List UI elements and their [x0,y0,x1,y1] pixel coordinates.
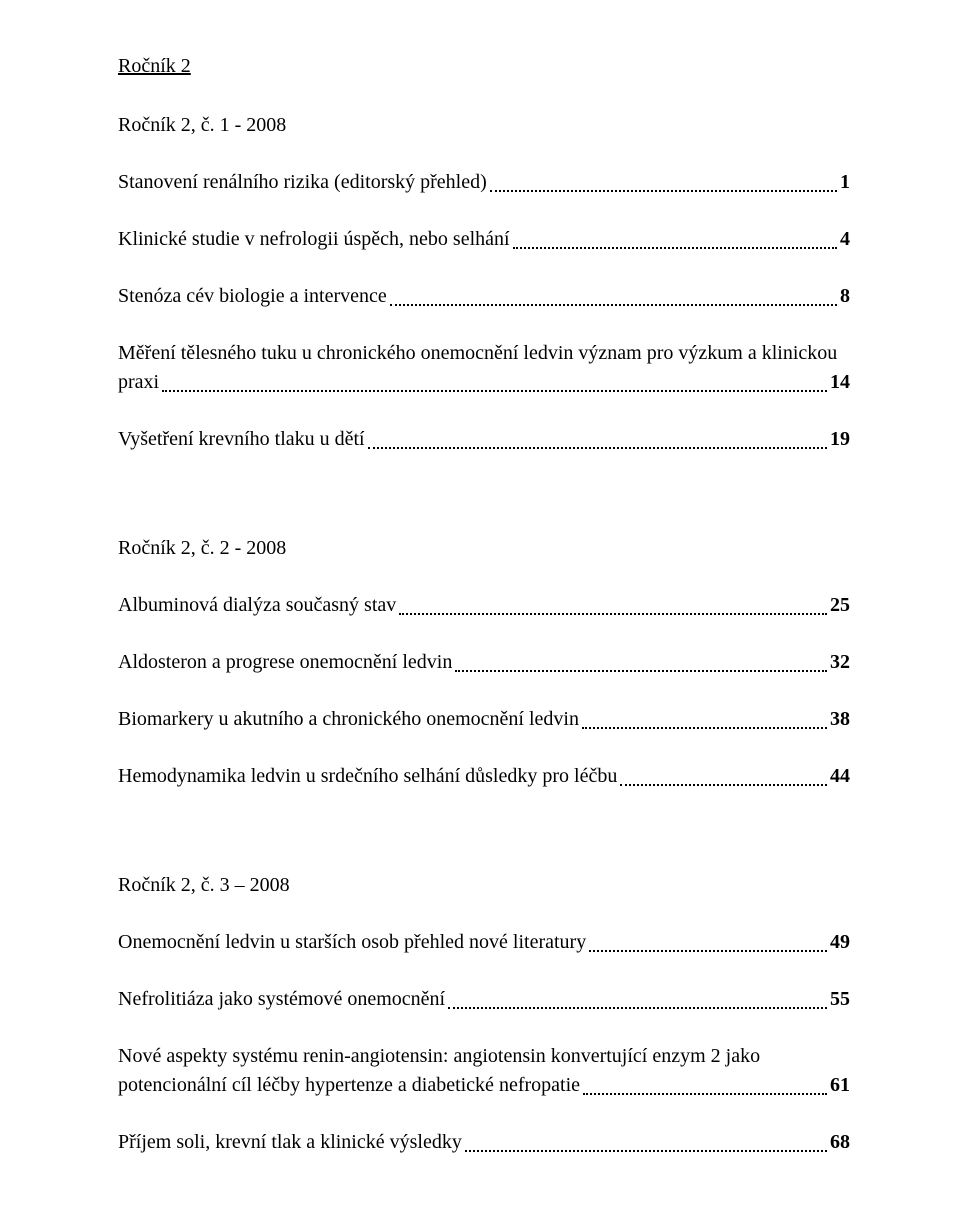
toc-title-line2: potencionální cíl léčby hypertenze a dia… [118,1071,580,1100]
toc-page: 38 [830,705,850,734]
toc-entry: Příjem soli, krevní tlak a klinické výsl… [118,1128,850,1157]
toc-entry: Stanovení renálního rizika (editorský př… [118,168,850,197]
toc-entry: Onemocnění ledvin u starších osob přehle… [118,928,850,957]
toc-leader [368,447,827,449]
toc-entry: Albuminová dialýza současný stav 25 [118,591,850,620]
toc-leader [490,190,837,192]
toc-entry: Nefrolitiáza jako systémové onemocnění 5… [118,985,850,1014]
toc-title-line1: Měření tělesného tuku u chronického onem… [118,339,850,368]
toc-page: 19 [830,425,850,454]
toc-leader [399,613,827,615]
toc-page: 8 [840,282,850,311]
toc-leader [455,670,827,672]
issue-heading: Ročník 2, č. 2 - 2008 [118,534,850,563]
toc-leader [390,304,837,306]
toc-entry: Hemodynamika ledvin u srdečního selhání … [118,762,850,791]
toc-entry: Stenóza cév biologie a intervence 8 [118,282,850,311]
toc-entry: Vyšetření krevního tlaku u dětí 19 [118,425,850,454]
toc-page: 32 [830,648,850,677]
toc-title-line2: praxi [118,368,159,397]
toc-title: Aldosteron a progrese onemocnění ledvin [118,648,452,677]
toc-title: Albuminová dialýza současný stav [118,591,396,620]
toc-title: Nefrolitiáza jako systémové onemocnění [118,985,445,1014]
toc-page: 25 [830,591,850,620]
toc-leader [513,247,837,249]
toc-leader [583,1093,827,1095]
toc-entry: Nové aspekty systému renin-angiotensin: … [118,1042,850,1100]
volume-title: Ročník 2 [118,52,850,81]
toc-leader [162,390,827,392]
toc-title: Příjem soli, krevní tlak a klinické výsl… [118,1128,462,1157]
toc-title: Onemocnění ledvin u starších osob přehle… [118,928,586,957]
toc-title: Stanovení renálního rizika (editorský př… [118,168,487,197]
issue-heading: Ročník 2, č. 3 – 2008 [118,871,850,900]
toc-leader [620,784,827,786]
toc-page: 49 [830,928,850,957]
toc-entry: Biomarkery u akutního a chronického onem… [118,705,850,734]
toc-title: Klinické studie v nefrologii úspěch, neb… [118,225,510,254]
toc-title-line1: Nové aspekty systému renin-angiotensin: … [118,1042,850,1071]
toc-page: 44 [830,762,850,791]
toc-title: Biomarkery u akutního a chronického onem… [118,705,579,734]
toc-entry: Aldosteron a progrese onemocnění ledvin … [118,648,850,677]
toc-page: 14 [830,368,850,397]
toc-page: 4 [840,225,850,254]
toc-leader [589,950,827,952]
toc-page: 1 [840,168,850,197]
toc-leader [582,727,827,729]
issue-heading: Ročník 2, č. 1 - 2008 [118,111,850,140]
toc-leader [465,1150,827,1152]
toc-title: Hemodynamika ledvin u srdečního selhání … [118,762,617,791]
toc-title: Vyšetření krevního tlaku u dětí [118,425,365,454]
toc-leader [448,1007,827,1009]
toc-page: 55 [830,985,850,1014]
toc-entry: Klinické studie v nefrologii úspěch, neb… [118,225,850,254]
toc-page: 61 [830,1071,850,1100]
toc-page: 68 [830,1128,850,1157]
toc-title: Stenóza cév biologie a intervence [118,282,387,311]
toc-entry: Měření tělesného tuku u chronického onem… [118,339,850,397]
